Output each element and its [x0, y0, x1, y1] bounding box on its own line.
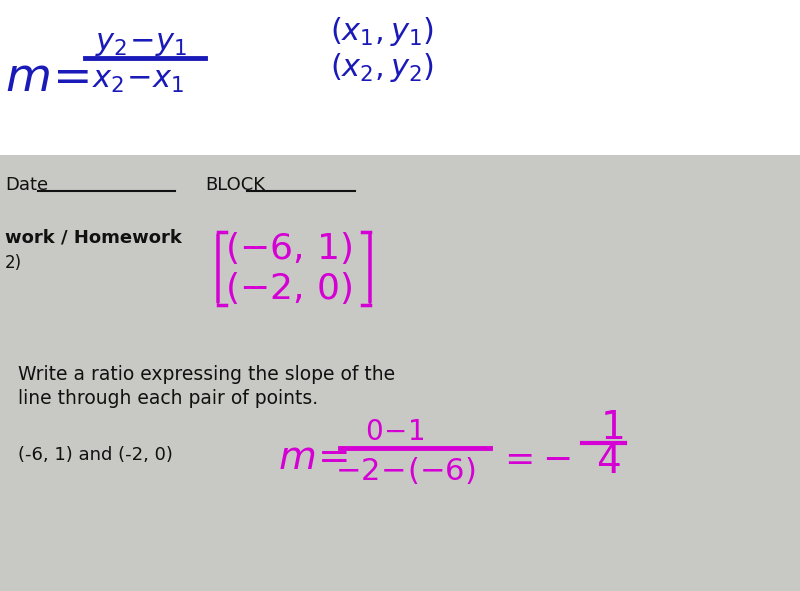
- Text: Write a ratio expressing the slope of the: Write a ratio expressing the slope of th…: [18, 365, 395, 385]
- Text: $(-6,\,1)$: $(-6,\,1)$: [225, 230, 353, 266]
- Text: work / Homework: work / Homework: [5, 229, 182, 247]
- Text: $(x_2, y_2)$: $(x_2, y_2)$: [330, 51, 434, 85]
- Text: $=\!-$: $=\!-$: [497, 441, 571, 475]
- Text: $m\!=\!$: $m\!=\!$: [278, 439, 348, 477]
- Text: $-2\!-\!(-6)$: $-2\!-\!(-6)$: [335, 456, 476, 488]
- Text: (-6, 1) and (-2, 0): (-6, 1) and (-2, 0): [18, 446, 173, 464]
- Text: $m\!=\!$: $m\!=\!$: [5, 55, 89, 101]
- Text: $0\!-\!1$: $0\!-\!1$: [365, 418, 425, 446]
- Text: line through each pair of points.: line through each pair of points.: [18, 388, 318, 408]
- Text: $1$: $1$: [600, 409, 623, 447]
- Text: $(x_1, y_1)$: $(x_1, y_1)$: [330, 15, 434, 48]
- Text: $y_2\!-\!y_1$: $y_2\!-\!y_1$: [95, 27, 187, 57]
- Text: BLOCK: BLOCK: [205, 176, 265, 194]
- Text: $(-2,\,0)$: $(-2,\,0)$: [225, 270, 353, 306]
- Text: 2): 2): [5, 254, 22, 272]
- FancyBboxPatch shape: [0, 155, 800, 591]
- FancyBboxPatch shape: [0, 0, 800, 155]
- Text: $x_2\!-\!x_1$: $x_2\!-\!x_1$: [92, 64, 185, 96]
- Text: $4$: $4$: [596, 443, 621, 481]
- Text: Date: Date: [5, 176, 48, 194]
